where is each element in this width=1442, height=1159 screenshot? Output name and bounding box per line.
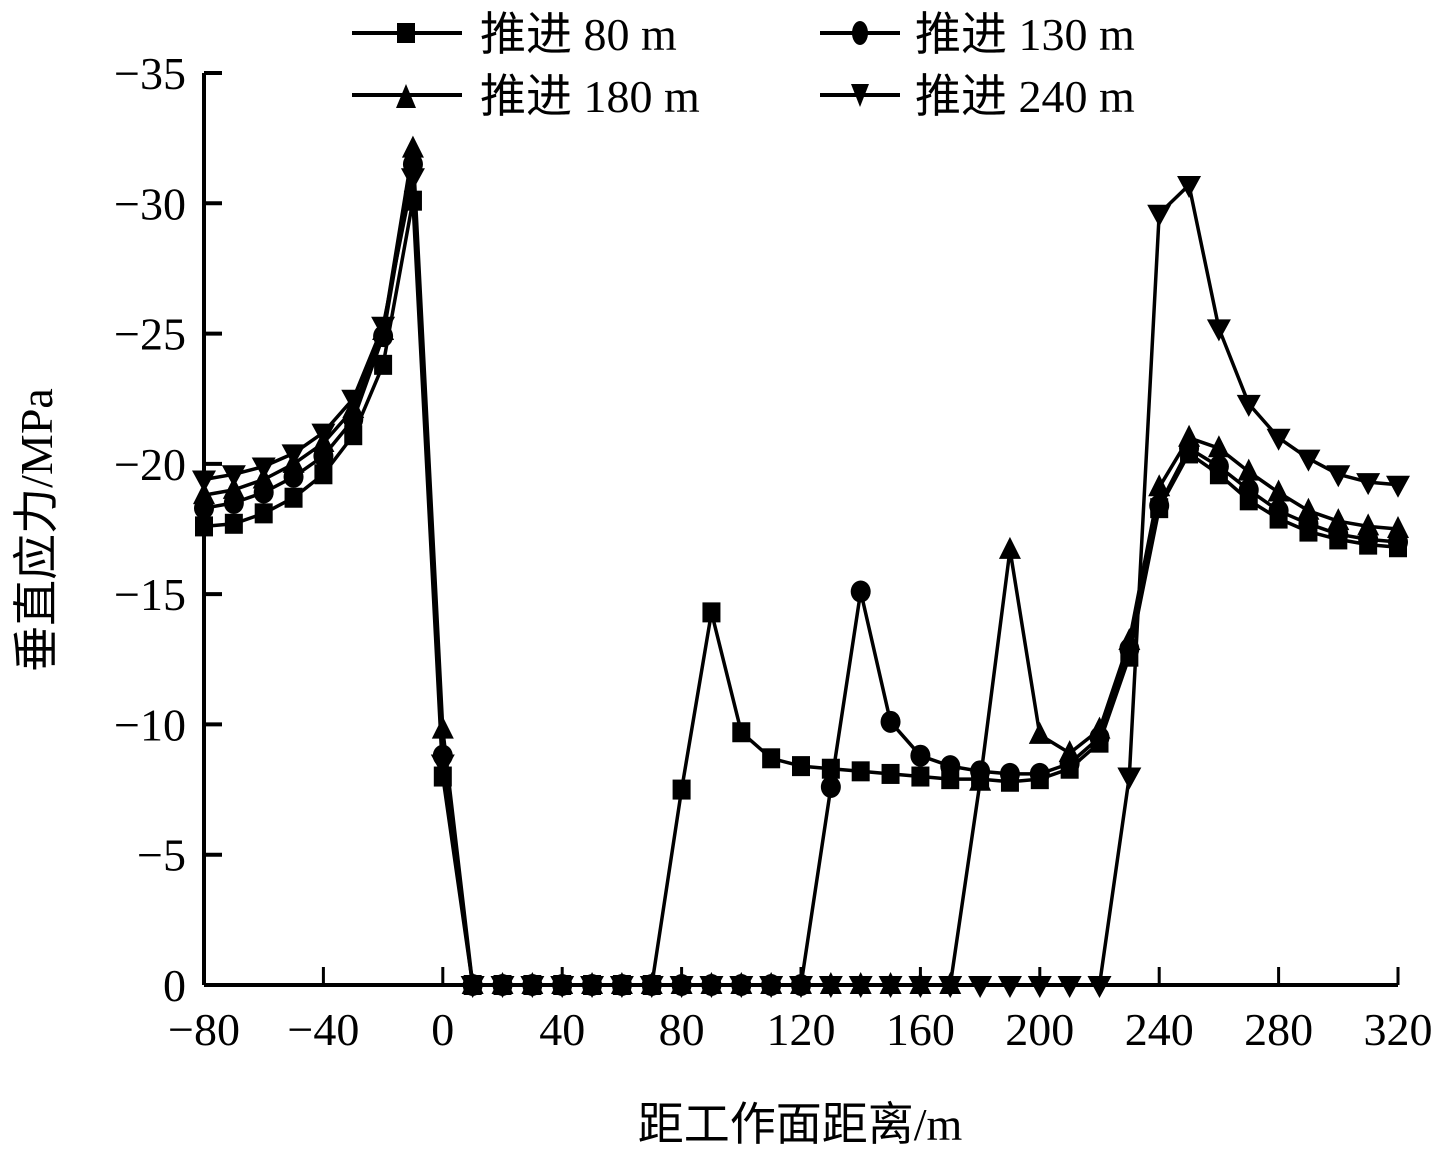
series-square bbox=[195, 190, 1407, 995]
legend-label: 推进 80 m bbox=[480, 9, 677, 60]
y-tick-label: −25 bbox=[114, 309, 186, 360]
x-tick-label: 280 bbox=[1244, 1004, 1313, 1055]
series-circle bbox=[194, 153, 1408, 996]
y-tick-label: −30 bbox=[114, 178, 186, 229]
series-triangle-down bbox=[192, 168, 1410, 998]
x-tick-label: 160 bbox=[886, 1004, 955, 1055]
x-tick-label: 200 bbox=[1005, 1004, 1074, 1055]
legend-label: 推进 240 m bbox=[915, 71, 1135, 122]
legend-label: 推进 130 m bbox=[915, 9, 1135, 60]
x-tick-label: 320 bbox=[1364, 1004, 1433, 1055]
legend-item-180m: 推进 180 m bbox=[352, 71, 700, 122]
legend: 推进 80 m 推进 130 m 推进 180 m 推进 240 m bbox=[352, 9, 1135, 122]
y-tick-label: 0 bbox=[163, 960, 186, 1011]
x-axis-label: 距工作面距离/m bbox=[638, 1099, 963, 1150]
y-tick-label: −35 bbox=[114, 48, 186, 99]
series-triangle-up bbox=[193, 135, 1409, 994]
x-tick-label: 120 bbox=[767, 1004, 836, 1055]
y-tick-label: −5 bbox=[137, 830, 186, 881]
x-tick-label: 40 bbox=[539, 1004, 585, 1055]
legend-item-130m: 推进 130 m bbox=[820, 9, 1135, 60]
series-group bbox=[192, 135, 1410, 998]
y-tick-label: −10 bbox=[114, 699, 186, 750]
triangle-up-marker-icon bbox=[396, 84, 416, 108]
square-marker-icon bbox=[397, 23, 415, 43]
y-tick-label: −20 bbox=[114, 439, 186, 490]
triangle-down-marker-icon bbox=[851, 84, 869, 107]
legend-item-80m: 推进 80 m bbox=[352, 9, 677, 60]
x-tick-label: 0 bbox=[431, 1004, 454, 1055]
legend-item-240m: 推进 240 m bbox=[820, 71, 1135, 122]
x-tick-label: −80 bbox=[168, 1004, 240, 1055]
legend-label: 推进 180 m bbox=[480, 71, 700, 122]
x-tick-label: 80 bbox=[659, 1004, 705, 1055]
axes: 0 −5 −10 −15 −20 −25 −30 −35 −80 −40 0 40 80 120 160 20… bbox=[114, 48, 1432, 1055]
y-tick-label: −15 bbox=[114, 569, 186, 620]
x-tick-label: 240 bbox=[1125, 1004, 1194, 1055]
circle-marker-icon bbox=[852, 21, 868, 45]
x-tick-label: −40 bbox=[287, 1004, 359, 1055]
y-axis-label: 垂直应力/MPa bbox=[11, 388, 62, 672]
